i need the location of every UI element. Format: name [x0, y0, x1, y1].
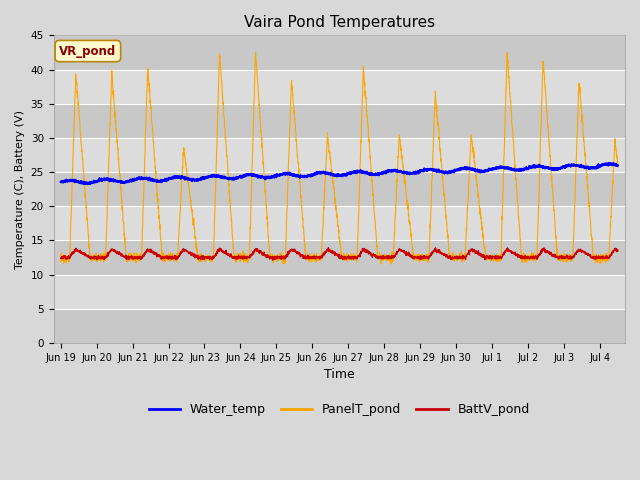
Bar: [54, 70, 625, 104]
Bar: [54, 309, 625, 343]
Bar: [54, 275, 625, 309]
Bar: [54, 138, 625, 172]
X-axis label: Time: Time: [324, 368, 355, 381]
Text: VR_pond: VR_pond: [60, 45, 116, 58]
Bar: [54, 36, 625, 70]
Bar: [54, 240, 625, 275]
Title: Vaira Pond Temperatures: Vaira Pond Temperatures: [244, 15, 435, 30]
Y-axis label: Temperature (C), Battery (V): Temperature (C), Battery (V): [15, 109, 25, 269]
Bar: [54, 206, 625, 240]
Legend: Water_temp, PanelT_pond, BattV_pond: Water_temp, PanelT_pond, BattV_pond: [143, 398, 535, 421]
Bar: [54, 172, 625, 206]
Bar: [54, 104, 625, 138]
